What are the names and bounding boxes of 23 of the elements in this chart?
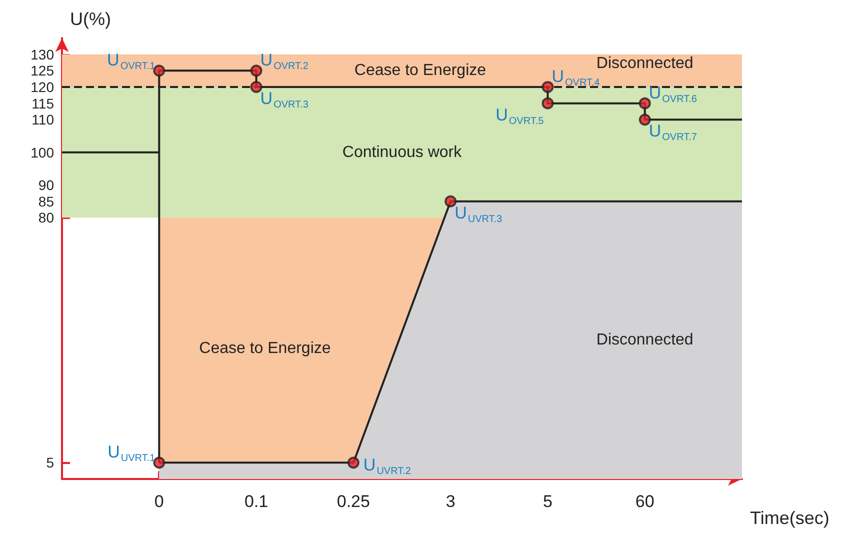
y-tick-label: 110 <box>32 112 54 128</box>
band-label: Continuous work <box>342 144 463 161</box>
x-tick-label: 0.25 <box>336 492 370 511</box>
y-tick-label: 85 <box>38 193 54 210</box>
y-tick-label: 100 <box>30 144 54 160</box>
y-axis-title: U(%) <box>70 9 111 29</box>
y-tick-label: 125 <box>30 62 54 79</box>
band-label: Cease to Energize <box>199 340 331 357</box>
x-axis-title: Time(sec) <box>750 508 830 528</box>
y-tick-label: 130 <box>30 46 54 62</box>
annotation: Disconnected <box>596 54 694 72</box>
y-tick-label: 5 <box>46 454 54 471</box>
band-label: Cease to Energize <box>354 62 486 80</box>
y-tick-label: 90 <box>38 177 54 193</box>
y-tick-label: 80 <box>38 210 54 226</box>
x-tick-label: 5 <box>542 492 552 511</box>
series-label: Disconnected <box>596 332 694 349</box>
x-tick-label: 0.1 <box>244 492 268 511</box>
x-tick-label: 3 <box>446 492 456 511</box>
y-tick-label: 120 <box>30 79 54 95</box>
y-tick-label: 115 <box>32 95 54 112</box>
x-tick-label: 0 <box>154 492 164 511</box>
x-tick-label: 60 <box>635 492 654 511</box>
